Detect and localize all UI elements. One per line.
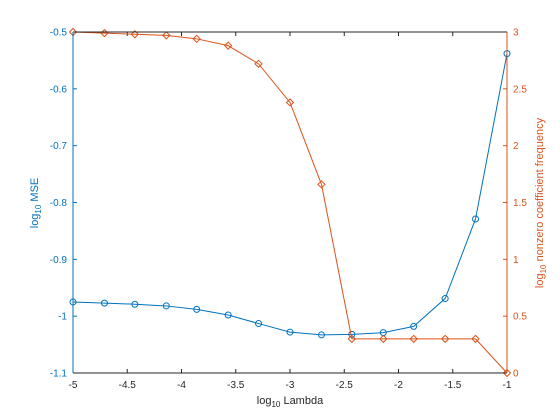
right-y-tick-label: 1 (513, 255, 519, 266)
data-point-diamond (379, 334, 388, 344)
x-tick-label: -5 (69, 380, 78, 391)
data-point-diamond (254, 59, 263, 69)
left-y-tick-label: -1.1 (50, 369, 68, 380)
x-axis-ticks: -5 -4.5 -4 -3.5 -3 -2.5 -2 -1.5 -1 (69, 32, 512, 391)
left-y-tick-label: -0.9 (50, 255, 68, 266)
x-tick-label: -1.5 (444, 380, 462, 391)
x-tick-label: -1 (503, 380, 512, 391)
data-point-diamond (223, 41, 233, 50)
right-y-tick-label: 2.5 (513, 84, 527, 95)
x-tick-label: -4 (177, 380, 186, 391)
data-point-circle (224, 311, 232, 319)
left-y-tick-label: -1 (58, 312, 67, 323)
data-point-diamond (317, 180, 326, 189)
right-y-tick-label: 0 (513, 369, 519, 380)
data-point-diamond (130, 30, 140, 39)
data-point-circle (317, 331, 325, 339)
x-axis-label: log10 Lambda (257, 395, 324, 409)
right-series-line (72, 31, 508, 374)
left-y-axis-label: log10 MSE (29, 178, 43, 229)
data-point-circle (410, 322, 418, 330)
data-point-diamond (409, 334, 418, 344)
right-y-tick-label: 0.5 (513, 312, 527, 323)
left-y-axis-ticks: -1.1 -1 -0.9 -0.8 -0.7 -0.6 -0.5 (50, 28, 77, 380)
data-point-circle (193, 305, 201, 313)
data-point-diamond (347, 334, 357, 344)
left-y-tick-label: -0.5 (50, 28, 68, 39)
x-tick-label: -3 (286, 380, 295, 391)
plot-area-background (73, 32, 507, 373)
right-y-tick-label: 3 (513, 28, 519, 39)
data-point-circle (286, 328, 294, 336)
data-point-circle (100, 299, 108, 307)
x-tick-label: -3.5 (227, 380, 245, 391)
x-tick-label: -2.5 (336, 380, 354, 391)
left-y-tick-label: -0.7 (50, 141, 68, 152)
right-y-tick-label: 1.5 (513, 198, 527, 209)
left-y-tick-label: -0.8 (50, 198, 68, 209)
right-axis-series (68, 27, 512, 378)
right-y-axis-label: log10 nonzero coefficient frequency (534, 117, 548, 288)
x-tick-label: -4.5 (119, 380, 137, 391)
left-series-line (72, 53, 508, 336)
axes-frame (72, 31, 508, 374)
data-point-diamond (440, 334, 450, 344)
data-point-diamond (502, 368, 512, 378)
data-point-circle (255, 320, 263, 328)
data-point-circle (162, 302, 170, 310)
data-point-diamond (285, 98, 295, 107)
data-point-diamond (192, 34, 201, 44)
data-point-circle (441, 295, 449, 303)
data-point-diamond (471, 334, 480, 344)
data-point-circle (131, 300, 139, 308)
data-point-circle (472, 215, 480, 223)
right-y-tick-label: 2 (513, 141, 519, 152)
left-y-tick-label: -0.6 (50, 84, 68, 95)
data-point-diamond (162, 31, 171, 40)
x-tick-label: -2 (394, 380, 403, 391)
